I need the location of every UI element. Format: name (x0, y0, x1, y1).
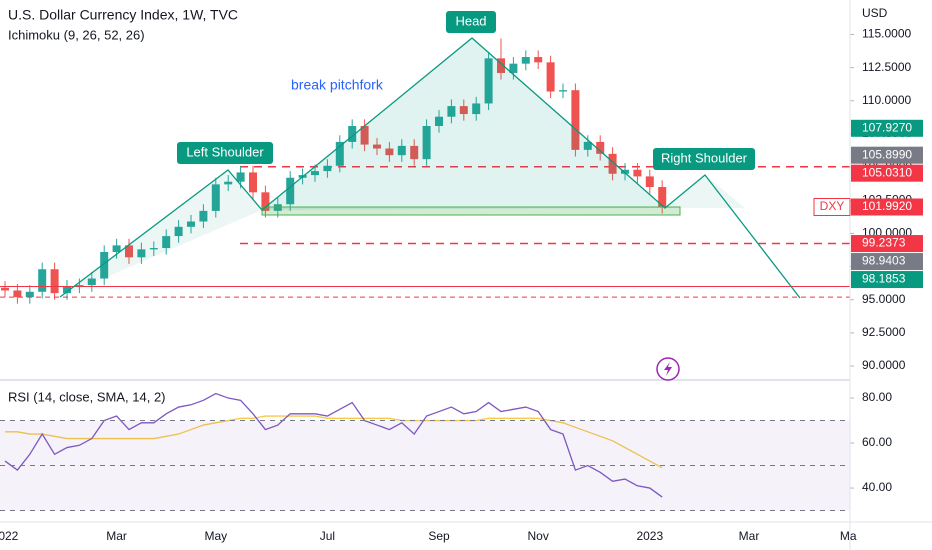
price-badge (851, 271, 923, 289)
annotation: Left Shoulder (186, 144, 264, 159)
indicator-legend: Ichimoku (9, 26, 52, 26) (8, 27, 145, 42)
symbol-badge-label: DXY (820, 199, 845, 213)
annotation-box (653, 148, 755, 170)
y-axis-title: USD (862, 6, 888, 20)
x-tick-label: Mar (106, 529, 127, 543)
y-tick-label: 92.5000 (862, 325, 906, 339)
neckline-zone (261, 206, 681, 216)
x-tick-label: May (204, 529, 227, 543)
annotation: Right Shoulder (661, 150, 748, 165)
symbol-badge (813, 198, 851, 217)
y-tick-label: 60.00 (862, 435, 892, 449)
annotation-box (177, 142, 273, 164)
events-icon-bolt (664, 362, 672, 376)
y-tick-label: 90.0000 (862, 358, 906, 372)
x-tick-label: Jul (320, 529, 335, 543)
x-tick-label: Sep (428, 529, 450, 543)
price-badge (851, 146, 923, 164)
price-badge (851, 253, 923, 271)
y-tick-label: 80.00 (862, 390, 892, 404)
price-badge-label: 105.8990 (862, 147, 912, 161)
y-tick-label: 115.0000 (862, 27, 911, 41)
y-tick-label: 95.0000 (862, 292, 906, 306)
chart-title: U.S. Dollar Currency Index, 1W, TVC (8, 7, 238, 23)
x-tick-label: 2022 (0, 529, 19, 543)
price-badge-label: 99.2373 (862, 236, 906, 250)
annotation-box (446, 11, 496, 33)
price-badge (851, 198, 923, 216)
x-tick-label: Ma (840, 529, 857, 543)
pattern-fill (262, 38, 665, 210)
rsi-line (4, 392, 663, 498)
price-badge-label: 98.1853 (862, 272, 906, 286)
y-tick-label: 110.0000 (862, 93, 911, 107)
y-tick-label: 40.00 (862, 480, 892, 494)
price-badge (851, 164, 923, 182)
price-badge-label: 105.0310 (862, 165, 912, 179)
y-tick-label: 112.5000 (862, 60, 911, 74)
annotation: break pitchfork (291, 77, 384, 93)
pattern-fill (665, 175, 745, 208)
price-badge (851, 235, 923, 253)
x-tick-label: Mar (739, 529, 760, 543)
head-shoulders-pattern (59, 37, 801, 299)
x-tick-label: 2023 (636, 529, 663, 543)
rsi-legend: RSI (14, close, SMA, 14, 2) (8, 389, 166, 404)
x-tick-label: Nov (528, 529, 549, 543)
rsi-band (0, 420, 850, 511)
pattern-fill (60, 170, 262, 297)
price-badge-label: 107.9270 (862, 120, 912, 134)
annotation: Head (455, 13, 486, 28)
price-badge (851, 119, 923, 137)
price-badge-label: 101.9920 (862, 199, 912, 213)
price-badge-label: 98.9403 (862, 254, 906, 268)
